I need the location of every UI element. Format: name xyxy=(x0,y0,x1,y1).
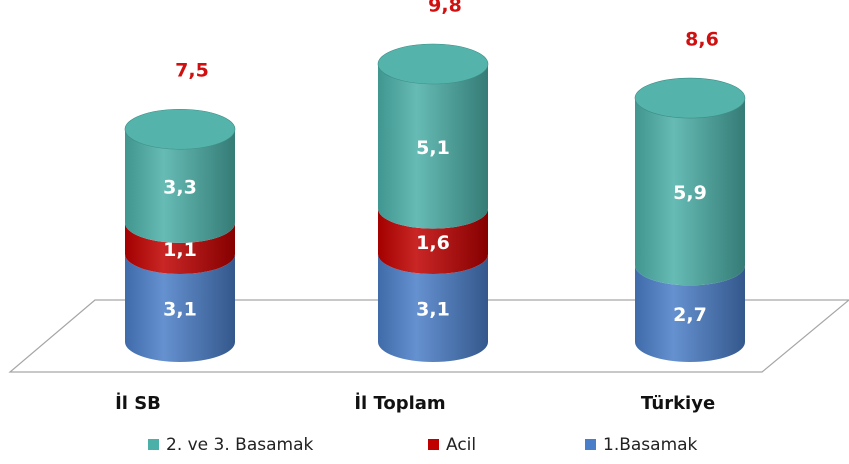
data-label: 5,1 xyxy=(416,137,450,159)
cylinder-segment xyxy=(125,129,235,243)
cylinder-segment xyxy=(125,222,235,275)
data-label: 1,1 xyxy=(163,239,197,261)
cylinder-segment xyxy=(125,254,235,362)
plot: 3,1 1,1 3,3 7,5 İl SB 3,1 1,6 5,1 9,8 İl Toplam 2,… xyxy=(115,0,746,414)
data-label: 3,3 xyxy=(163,177,197,199)
legend-label: Acil xyxy=(446,435,476,455)
total-label: 7,5 xyxy=(175,60,209,82)
cylinder-segment xyxy=(635,98,745,286)
legend-label: 1.Basamak xyxy=(603,435,698,455)
category-label: Türkiye xyxy=(641,393,715,414)
total-label: 9,8 xyxy=(428,0,462,17)
data-label: 5,9 xyxy=(673,182,707,204)
cylinder-top xyxy=(634,77,746,119)
legend: 2. ve 3. Basamak Acil 1.Basamak xyxy=(148,435,698,455)
legend-swatch xyxy=(428,439,439,450)
cylinder-segment xyxy=(378,208,488,275)
legend-swatch xyxy=(148,439,159,450)
data-label: 1,6 xyxy=(416,232,450,254)
total-label: 8,6 xyxy=(685,29,719,51)
cylinder-segment xyxy=(378,64,488,229)
cylinder-top xyxy=(124,108,236,150)
category-label: İl Toplam xyxy=(354,392,445,414)
legend-swatch xyxy=(585,439,596,450)
data-label: 2,7 xyxy=(673,304,707,326)
cylinder-top xyxy=(377,43,489,85)
category-label: İl SB xyxy=(115,392,161,414)
data-label: 3,1 xyxy=(416,299,450,321)
legend-label: 2. ve 3. Basamak xyxy=(166,435,314,455)
data-label: 3,1 xyxy=(163,299,197,321)
cylinder-segment xyxy=(378,254,488,362)
cylinder-segment xyxy=(635,265,745,362)
